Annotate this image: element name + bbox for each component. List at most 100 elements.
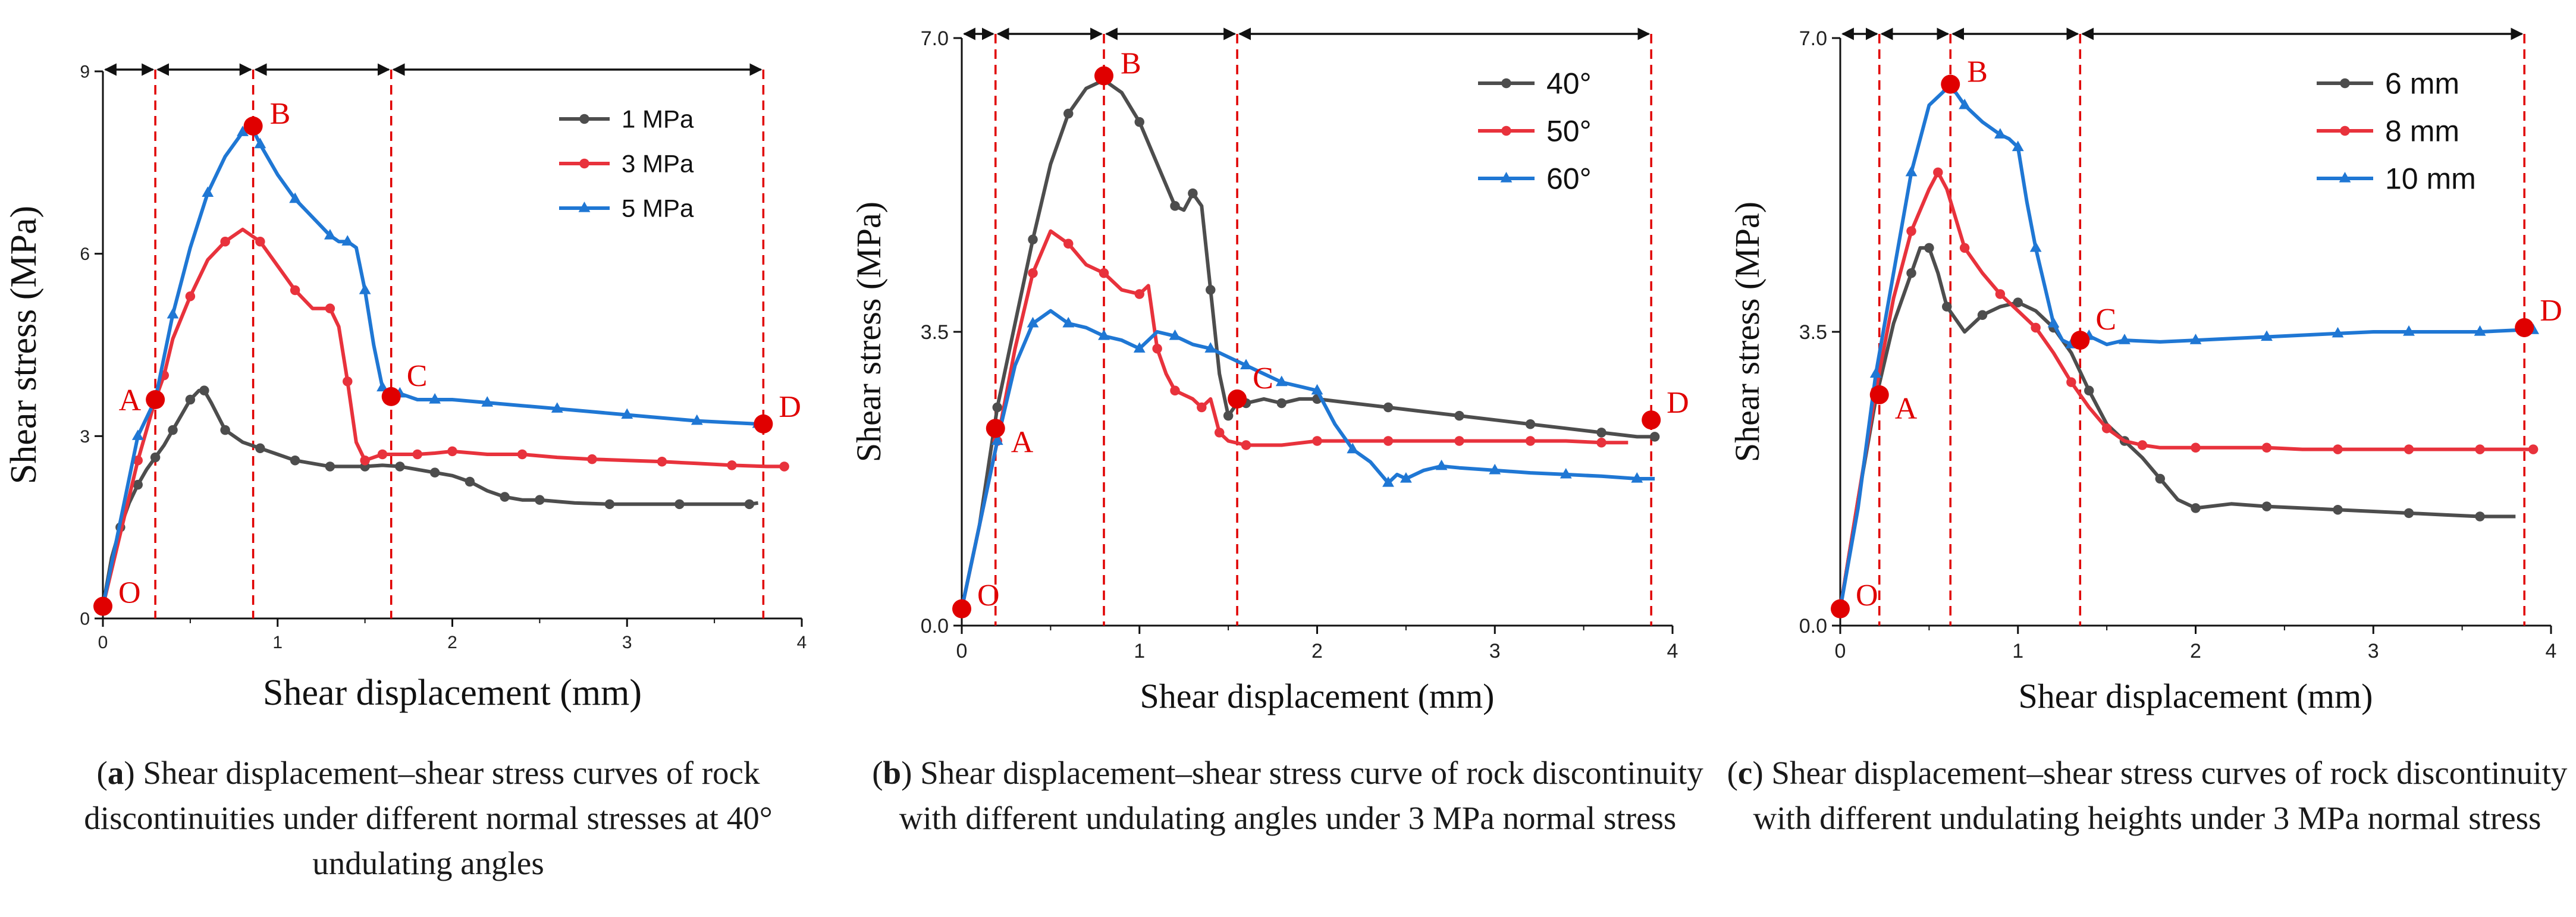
series-point [150,452,161,463]
series-point [2012,140,2024,152]
series-point [220,236,230,247]
y-tick-label: 0 [80,610,90,629]
series-point [325,461,335,472]
stage-point-a [146,390,165,409]
stage-point-label: A [1895,392,1918,426]
series-point [1994,128,2006,139]
series-point [2155,473,2165,484]
series-point [343,376,353,387]
series-point [1906,226,1916,236]
legend-marker [579,114,589,124]
series-point [1188,188,1198,199]
series-point [185,291,196,302]
x-tick-label: 3 [1489,640,1501,662]
series-point [727,460,737,470]
y-tick-label: 6 [80,244,90,264]
series-point [2013,297,2023,307]
stage-point-o [93,596,112,616]
series-point [1312,436,1322,446]
caption-b-tag: b [883,755,902,791]
series-point [1062,316,1075,328]
series-point [517,449,528,460]
x-tick-label: 0 [98,633,108,652]
y-tick-label: 7.0 [1799,27,1827,50]
series-point [2261,330,2273,341]
legend-label: 50° [1546,115,1592,148]
legend-label: 60° [1546,162,1592,196]
series-point [1525,436,1536,446]
series-point [1596,438,1607,448]
series-point [1959,98,1971,109]
series-point [359,284,371,294]
series-point [133,455,143,466]
y-tick-label: 7.0 [921,27,949,50]
y-axis-title: Shear stress (MPa) [849,202,888,462]
stage-point-b [1941,74,1960,94]
caption-a-tag: a [107,755,124,791]
series-point [1995,289,2006,299]
stage-point-label: B [1121,47,1141,81]
series-point [465,476,475,487]
series-point [1906,268,1916,278]
series-point [2261,442,2272,453]
legend-label: 3 MPa [622,150,694,178]
stage-point-c [2070,331,2090,350]
series-point [255,236,265,247]
series-point [1028,234,1038,244]
caption-b-text: ) Shear displacement–shear stress curve … [899,755,1703,836]
x-tick-label: 1 [1134,640,1145,662]
series-point [1063,108,1074,119]
series-point [587,454,597,464]
series-point [1240,359,1252,370]
series-point [447,446,457,457]
legend-label: 6 mm [2385,67,2459,101]
x-tick-label: 1 [272,633,283,652]
legend-marker [1501,125,1511,136]
series-point [1099,268,1109,278]
x-tick-label: 4 [1667,640,1678,662]
series-point [1197,402,1207,413]
stage-point-label: A [1011,425,1034,459]
series-point [1383,436,1394,446]
legend-label: 8 mm [2385,115,2459,148]
series-point [992,402,1002,413]
series-point [2333,504,2343,515]
legend-marker [2339,172,2351,183]
stage-point-label: C [407,359,428,393]
series-point [2404,508,2414,519]
series-point [324,229,336,240]
legend-marker [1500,172,1513,183]
series-point [1169,329,1181,340]
series-point [412,449,422,460]
y-axis-title: Shear stress (MPa) [4,206,44,484]
series-point [2191,442,2201,453]
x-tick-label: 0 [956,640,968,662]
series-point [1933,167,1943,178]
caption-c-tag: c [1737,755,1753,791]
series-point [2101,423,2112,434]
series-point [1942,302,1952,312]
series-point [500,492,510,502]
legend-marker [1501,78,1511,89]
series-point [131,429,144,440]
series-point [2189,334,2202,344]
series-point [2333,444,2343,454]
stage-point-b [1094,66,1113,86]
series-point [1596,428,1607,438]
series-point [1063,238,1074,249]
series-point [779,461,789,472]
series-line-40- [960,78,1655,610]
series-point [621,408,633,419]
series-point [535,495,545,505]
y-tick-label: 3.5 [921,321,949,344]
series-line-10-mm [1838,86,2534,610]
series-point [1204,342,1217,353]
series-point [1454,410,1464,421]
caption-c: (c) Shear displacement–shear stress curv… [1727,755,2568,836]
series-line-6-mm [1838,246,2516,610]
series-point [1134,117,1144,127]
stage-point-label: O [977,579,1000,613]
series-point [199,385,209,395]
series-point [1276,398,1287,409]
series-point [1223,410,1234,421]
